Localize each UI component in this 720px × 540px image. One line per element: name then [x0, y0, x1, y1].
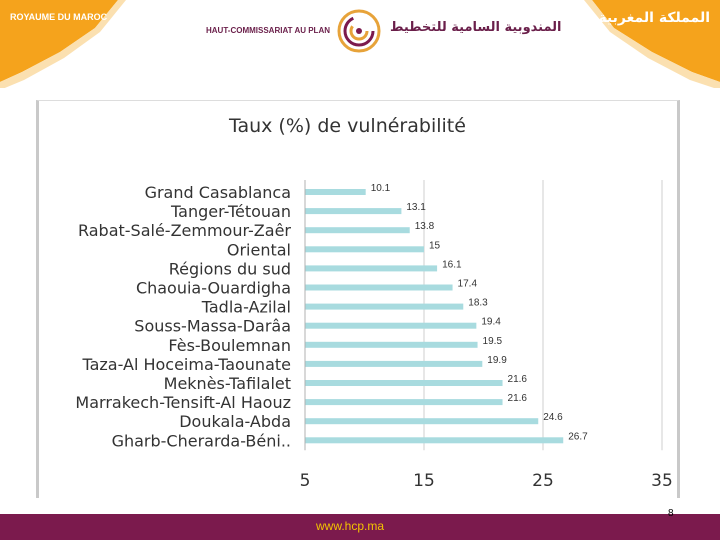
x-tick-label: 25 [532, 471, 554, 491]
category-label: Fès-Boulemnan [168, 336, 291, 355]
category-label: Chaouia-Ouardigha [136, 279, 291, 298]
category-label: Oriental [227, 240, 291, 259]
data-label: 15 [429, 240, 441, 251]
data-label: 19.9 [487, 355, 507, 366]
bar [305, 341, 478, 348]
category-label: Meknès-Tafilalet [164, 374, 291, 393]
data-label: 21.6 [508, 374, 528, 385]
category-label: Doukala-Abda [179, 412, 291, 431]
hcp-spiral-logo-icon [337, 9, 381, 53]
data-label: 10.1 [371, 183, 391, 194]
data-label: 24.6 [543, 412, 563, 423]
category-label: Souss-Massa-Darâa [134, 317, 291, 336]
header-decoration [0, 0, 720, 88]
category-label: Taza-Al Hoceima-Taounate [81, 355, 291, 374]
page-number: 8 [668, 508, 674, 519]
data-label: 17.4 [458, 279, 478, 290]
data-label: 13.8 [415, 221, 435, 232]
bar [305, 380, 503, 386]
data-label: 16.1 [442, 259, 462, 270]
bar [305, 303, 464, 310]
vulnerability-bar-chart: Taux (%) de vulnérabilité 10.1 Grand Casab… [75, 115, 673, 491]
slide-footer: www.hcp.ma 8 [0, 508, 720, 540]
data-label: 26.7 [568, 431, 588, 442]
slide-header: ROYAUME DU MAROC المملكة المغربية HAUT-C… [0, 0, 720, 88]
chart-title: Taux (%) de vulnérabilité [228, 115, 466, 137]
x-tick-label: 15 [413, 471, 435, 491]
bar [305, 418, 539, 425]
org-name-ar: المندوبية السامية للتخطيط [390, 20, 562, 35]
category-label: Grand Casablanca [145, 183, 291, 202]
footer-url[interactable]: www.hcp.ma [316, 519, 385, 533]
category-label: Gharb-Cherarda-Béni.. [112, 431, 291, 450]
data-label: 19.5 [483, 336, 503, 347]
data-label: 21.6 [508, 393, 528, 404]
bar [305, 284, 453, 291]
org-name-fr: HAUT-COMMISSARIAT AU PLAN [206, 26, 330, 35]
bar [305, 246, 424, 253]
chart-frame: Taux (%) de vulnérabilité 10.1 Grand Casab… [36, 100, 680, 498]
kingdom-label-ar: المملكة المغربية [598, 10, 710, 26]
category-label: Tadla-Azilal [201, 298, 291, 317]
bar [305, 208, 402, 215]
x-tick-label: 35 [651, 471, 673, 491]
bar [305, 399, 503, 406]
category-label: Régions du sud [169, 259, 291, 278]
data-label: 18.3 [468, 298, 488, 309]
bar [305, 227, 410, 234]
category-label: Tanger-Tétouan [170, 202, 291, 221]
data-label: 19.4 [481, 317, 501, 328]
bar [305, 360, 483, 367]
bar [305, 265, 438, 272]
data-label: 13.1 [406, 202, 426, 213]
category-label: Marrakech-Tensift-Al Haouz [75, 393, 291, 412]
category-label: Rabat-Salé-Zemmour-Zaêr [78, 221, 291, 240]
bar [305, 322, 477, 329]
kingdom-label-fr: ROYAUME DU MAROC [10, 12, 108, 22]
bar [305, 437, 564, 444]
bar [305, 189, 366, 195]
x-tick-label: 5 [300, 471, 311, 491]
